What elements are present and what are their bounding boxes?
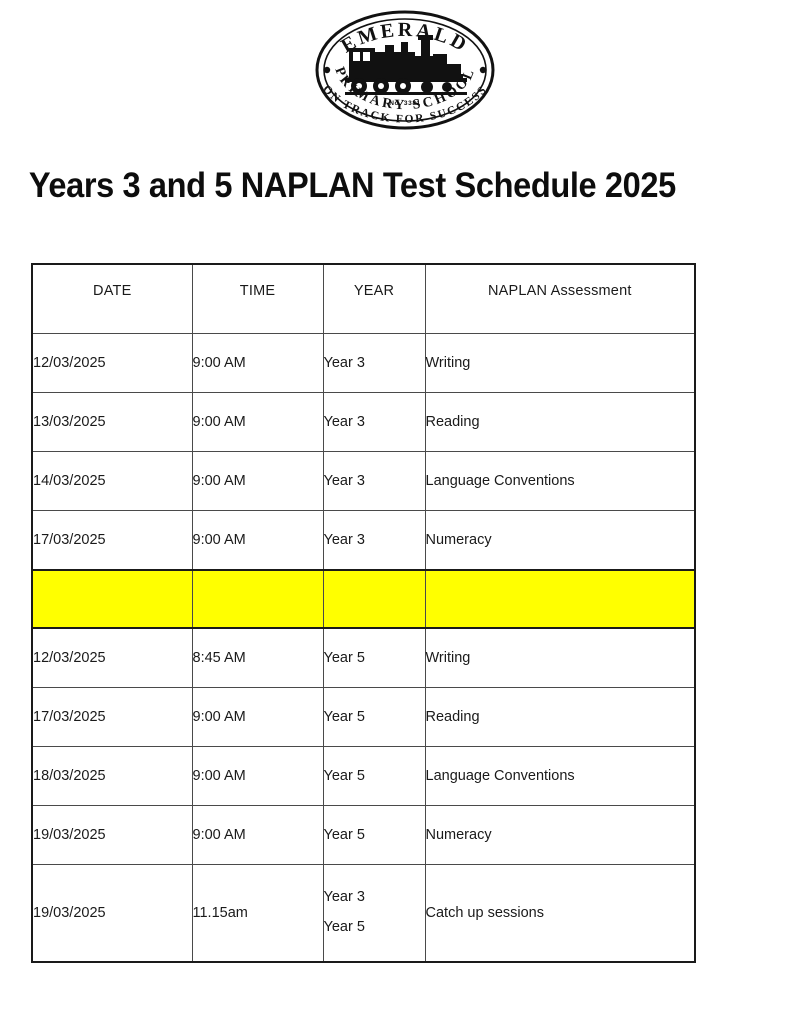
- table-header: DATE TIME YEAR NAPLAN Assessment: [31, 263, 696, 334]
- cell-date: 17/03/2025: [31, 687, 193, 747]
- cell-year: Year 3 Year 5: [322, 864, 426, 963]
- logo-engine-number: No. 3381: [389, 100, 421, 107]
- column-header-time: TIME: [191, 263, 324, 334]
- cell-assessment: Numeracy: [424, 510, 696, 571]
- cell-assessment: Reading: [424, 392, 696, 452]
- cell-time: 9:00 AM: [191, 510, 324, 571]
- table-row: 14/03/2025 9:00 AM Year 3 Language Conve…: [31, 451, 696, 511]
- column-header-year: YEAR: [322, 263, 426, 334]
- cell-time: 9:00 AM: [191, 687, 324, 747]
- cell-date: 17/03/2025: [31, 510, 193, 571]
- cell-time: 9:00 AM: [191, 746, 324, 806]
- cell-year: Year 5: [322, 805, 426, 865]
- cell-time: 9:00 AM: [191, 333, 324, 393]
- cell-year-line-2: Year 5: [323, 919, 365, 935]
- highlighted-divider-row: [31, 569, 696, 629]
- naplan-schedule-table: DATE TIME YEAR NAPLAN Assessment 12/03/2…: [31, 263, 696, 963]
- column-header-assessment: NAPLAN Assessment: [424, 263, 696, 334]
- header-row: DATE TIME YEAR NAPLAN Assessment: [31, 263, 696, 334]
- cell-assessment: Writing: [424, 627, 696, 688]
- cell-time: 8:45 AM: [191, 627, 324, 688]
- cell-assessment: Numeracy: [424, 805, 696, 865]
- cell-assessment: Writing: [424, 333, 696, 393]
- cell-year: Year 5: [322, 627, 426, 688]
- cell-date: 19/03/2025: [31, 864, 193, 963]
- cell-assessment: Language Conventions: [424, 746, 696, 806]
- cell-date: 12/03/2025: [31, 627, 193, 688]
- table-row: 17/03/2025 9:00 AM Year 5 Reading: [31, 687, 696, 747]
- school-logo: EMERALD: [0, 0, 809, 140]
- table-row: 17/03/2025 9:00 AM Year 3 Numeracy: [31, 510, 696, 571]
- cell-time: 9:00 AM: [191, 805, 324, 865]
- cell-assessment: Language Conventions: [424, 451, 696, 511]
- table-row: 19/03/2025 9:00 AM Year 5 Numeracy: [31, 805, 696, 865]
- column-header-date: DATE: [31, 263, 193, 334]
- cell-date: 18/03/2025: [31, 746, 193, 806]
- cell-year: Year 3: [322, 392, 426, 452]
- cell-date: 12/03/2025: [31, 333, 193, 393]
- table-row: 12/03/2025 8:45 AM Year 5 Writing: [31, 627, 696, 688]
- cell-assessment: Reading: [424, 687, 696, 747]
- cell-time: [191, 569, 324, 629]
- cell-year: [322, 569, 426, 629]
- cell-year-line-1: Year 3: [323, 889, 365, 906]
- cell-year: Year 5: [322, 687, 426, 747]
- cell-assessment: [424, 569, 696, 629]
- table-row: 13/03/2025 9:00 AM Year 3 Reading: [31, 392, 696, 452]
- cell-time: 9:00 AM: [191, 451, 324, 511]
- cell-assessment: Catch up sessions: [424, 864, 696, 963]
- table-row: 18/03/2025 9:00 AM Year 5 Language Conve…: [31, 746, 696, 806]
- cell-time: 11.15am: [191, 864, 324, 963]
- table-body: 12/03/2025 9:00 AM Year 3 Writing 13/03/…: [31, 333, 696, 963]
- cell-date: 19/03/2025: [31, 805, 193, 865]
- cell-time: 9:00 AM: [191, 392, 324, 452]
- cell-year-multiline: Year 3 Year 5: [324, 883, 425, 942]
- cell-year: Year 3: [322, 510, 426, 571]
- emerald-primary-school-logo-icon: EMERALD: [315, 10, 494, 130]
- cell-date: [31, 569, 193, 629]
- cell-year: Year 3: [322, 451, 426, 511]
- page-title: Years 3 and 5 NAPLAN Test Schedule 2025: [28, 166, 676, 205]
- table-row: 19/03/2025 11.15am Year 3 Year 5 Catch u…: [31, 864, 696, 963]
- table-row: 12/03/2025 9:00 AM Year 3 Writing: [31, 333, 696, 393]
- cell-year: Year 5: [322, 746, 426, 806]
- cell-year: Year 3: [322, 333, 426, 393]
- cell-date: 13/03/2025: [31, 392, 193, 452]
- cell-date: 14/03/2025: [31, 451, 193, 511]
